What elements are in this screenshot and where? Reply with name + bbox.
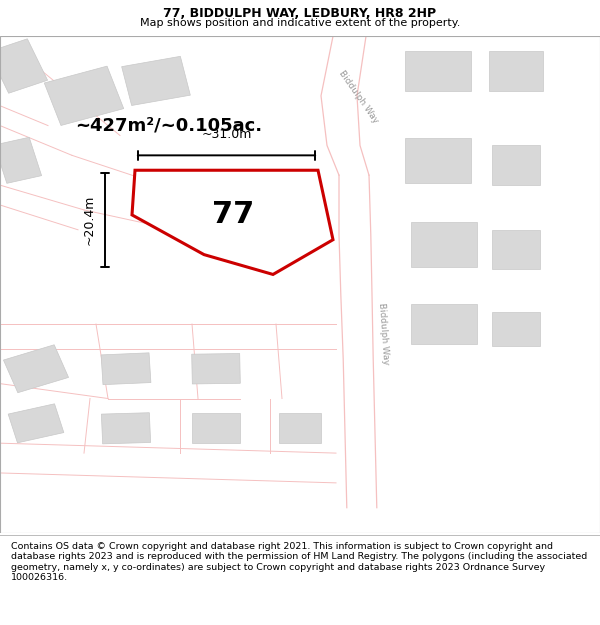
Polygon shape (492, 312, 540, 346)
Polygon shape (4, 345, 68, 392)
Text: ~20.4m: ~20.4m (83, 194, 96, 245)
Text: Map shows position and indicative extent of the property.: Map shows position and indicative extent… (140, 18, 460, 28)
Polygon shape (101, 353, 151, 384)
Polygon shape (8, 404, 64, 443)
Polygon shape (0, 39, 47, 93)
Polygon shape (405, 138, 471, 182)
Polygon shape (339, 175, 377, 508)
Polygon shape (321, 36, 369, 175)
Text: 77: 77 (212, 201, 254, 229)
Text: Contains OS data © Crown copyright and database right 2021. This information is : Contains OS data © Crown copyright and d… (11, 542, 587, 582)
Polygon shape (122, 56, 190, 106)
Polygon shape (191, 354, 241, 384)
Polygon shape (492, 146, 540, 185)
Polygon shape (132, 170, 333, 274)
Polygon shape (489, 51, 543, 91)
Polygon shape (190, 181, 300, 234)
Polygon shape (279, 413, 321, 443)
Polygon shape (0, 138, 41, 183)
Text: 77, BIDDULPH WAY, LEDBURY, HR8 2HP: 77, BIDDULPH WAY, LEDBURY, HR8 2HP (163, 8, 437, 20)
Polygon shape (405, 51, 471, 91)
Polygon shape (492, 230, 540, 269)
Text: ~427m²/~0.105ac.: ~427m²/~0.105ac. (75, 117, 262, 134)
Text: Biddulph Way: Biddulph Way (337, 69, 380, 125)
Polygon shape (411, 222, 477, 267)
Polygon shape (101, 412, 151, 444)
Text: Biddulph Way: Biddulph Way (377, 302, 391, 365)
Polygon shape (44, 66, 124, 126)
Polygon shape (192, 413, 240, 443)
Text: ~31.0m: ~31.0m (202, 129, 251, 141)
Polygon shape (411, 304, 477, 344)
